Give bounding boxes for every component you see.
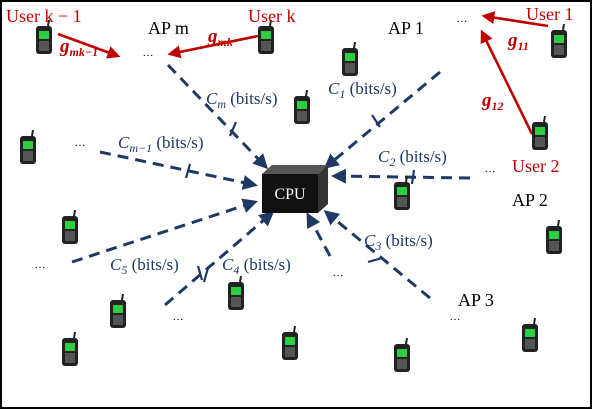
tick-2: [410, 169, 416, 185]
arrow-g-12: [480, 29, 534, 135]
link-ap-bottom: [306, 212, 332, 257]
user-k-label: User k: [248, 6, 296, 26]
channel-g-11-label: g11: [507, 30, 529, 53]
tick-5: [196, 265, 204, 281]
channel-g-mk-1-label: gmk−1: [59, 36, 98, 59]
link-m-label: Cm (bits/s): [206, 89, 278, 111]
cpu-label: CPU: [274, 186, 306, 203]
user-2-label: User 2: [512, 156, 560, 176]
dots-ap-3: …: [450, 311, 461, 323]
ap-2-label: AP 2: [512, 190, 548, 210]
link-ap-4: [164, 211, 275, 307]
link-ap-5: [71, 198, 258, 264]
channel-labels: gmk−1 gmk g11 g12: [59, 26, 529, 113]
dots-ap-bottom: …: [333, 267, 344, 279]
arrow-g-mk-1: [57, 32, 121, 59]
link-1-label: C1 (bits/s): [328, 79, 397, 101]
link-ap-m-1: [99, 150, 258, 190]
fronthaul-links: [71, 63, 471, 307]
channel-arrows: [57, 11, 549, 135]
dots-ap-m: …: [143, 47, 154, 59]
dots-ap-2: …: [485, 163, 496, 175]
tick-3: [367, 256, 383, 264]
link-4-label: C4 (bits/s): [222, 255, 291, 277]
antenna-dots: … … … … … … … …: [35, 13, 496, 323]
channel-g-12-label: g12: [481, 90, 504, 113]
link-3-label: C3 (bits/s): [364, 231, 433, 253]
link-ap-2: [331, 168, 471, 184]
ap-1-label: AP 1: [388, 18, 424, 38]
user-k-1-label: User k − 1: [6, 6, 82, 26]
link-labels: Cm (bits/s) C1 (bits/s) Cm−1 (bits/s) C2…: [110, 79, 447, 277]
ap-3-label: AP 3: [458, 290, 494, 310]
dots-ap-1: …: [457, 13, 468, 25]
dots-ap-4: …: [173, 311, 184, 323]
arrow-g-11: [481, 11, 549, 28]
tick-1: [371, 114, 381, 128]
link-m-1-label: Cm−1 (bits/s): [118, 133, 204, 155]
tick-m: [228, 121, 238, 137]
cpu-node: CPU: [262, 165, 328, 213]
channel-g-mk-label: gmk: [207, 26, 233, 49]
arrow-g-mk: [167, 34, 259, 59]
user-labels: User k − 1 User k User 1 User 2: [6, 4, 574, 176]
link-ticks: [184, 114, 416, 283]
link-2-label: C2 (bits/s): [378, 147, 447, 169]
tick-m-1: [184, 163, 192, 179]
link-5-label: C5 (bits/s): [110, 255, 179, 277]
user-1-label: User 1: [526, 4, 574, 24]
dots-ap-5: …: [35, 259, 46, 271]
link-ap-1: [323, 70, 441, 169]
link-ap-3: [323, 210, 431, 300]
tick-4: [202, 267, 210, 283]
link-ap-m: [166, 63, 269, 170]
ap-labels: AP m AP 1 AP 2 AP 3: [148, 18, 548, 310]
dots-ap-m-1: …: [75, 137, 86, 149]
ap-m-label: AP m: [148, 18, 189, 38]
